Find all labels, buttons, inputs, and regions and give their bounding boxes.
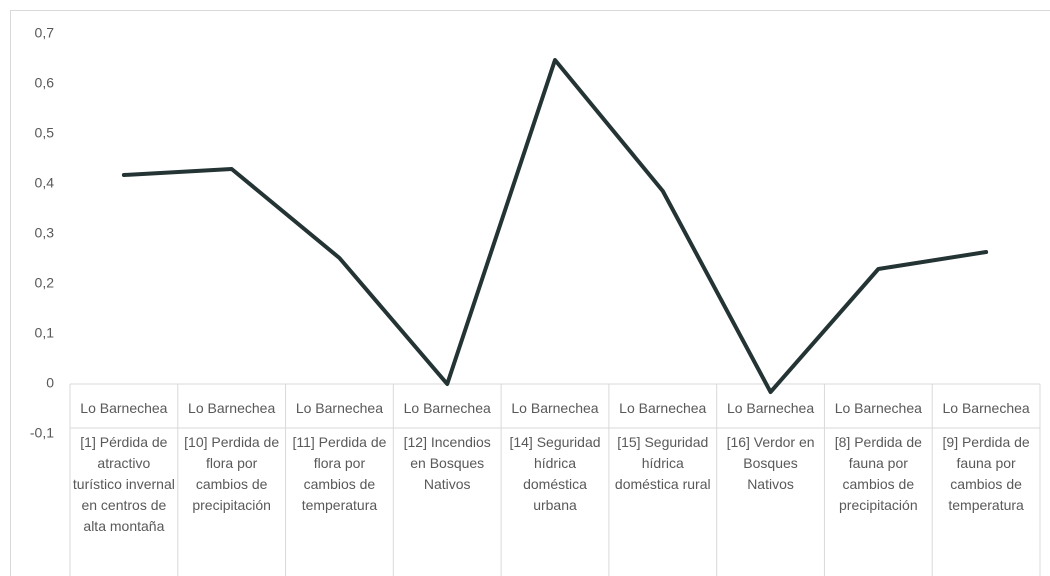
x-tick-label: [8] Perdida de fauna por cambios de prec…	[834, 434, 922, 513]
group-label: Lo Barnechea	[188, 400, 276, 416]
x-tick-label: [1] Pérdida de atractivo turístico inver…	[72, 434, 175, 534]
x-tick-label: [12] Incendios en Bosques Nativos	[403, 434, 491, 492]
group-label: Lo Barnechea	[511, 400, 599, 416]
group-label: Lo Barnechea	[295, 400, 384, 416]
x-tick-label: [14] Seguridad hídrica doméstica urbana	[509, 434, 601, 513]
y-tick-label: 0	[46, 375, 54, 391]
y-tick-label: 0,3	[35, 225, 55, 241]
x-tick-label: [10] Perdida de flora por cambios de pre…	[184, 434, 280, 513]
y-tick-label: 0,7	[35, 25, 55, 41]
group-label: Lo Barnechea	[942, 400, 1030, 416]
y-tick-label: 0,2	[35, 275, 55, 291]
x-tick-label: [15] Seguridad hídrica doméstica rural	[614, 434, 711, 492]
data-line	[121, 58, 989, 394]
group-label: Lo Barnechea	[834, 400, 922, 416]
y-tick-label: 0,4	[35, 175, 55, 191]
y-tick-label: 0,6	[35, 75, 55, 91]
group-label: Lo Barnechea	[80, 400, 168, 416]
x-tick-label: [9] Perdida de fauna por cambios de temp…	[942, 434, 1030, 513]
y-tick-label: 0,1	[35, 325, 55, 341]
group-label: Lo Barnechea	[619, 400, 707, 416]
group-label: Lo Barnechea	[403, 400, 491, 416]
group-label: Lo Barnechea	[726, 400, 815, 416]
chart-border	[10, 10, 1050, 576]
x-tick-label: [11] Perdida de flora por cambios de tem…	[292, 434, 387, 513]
x-tick-label: [16] Verdor en Bosques Nativos	[726, 434, 815, 492]
y-tick-label: -0,1	[30, 425, 54, 441]
y-tick-label: 0,5	[35, 125, 55, 141]
